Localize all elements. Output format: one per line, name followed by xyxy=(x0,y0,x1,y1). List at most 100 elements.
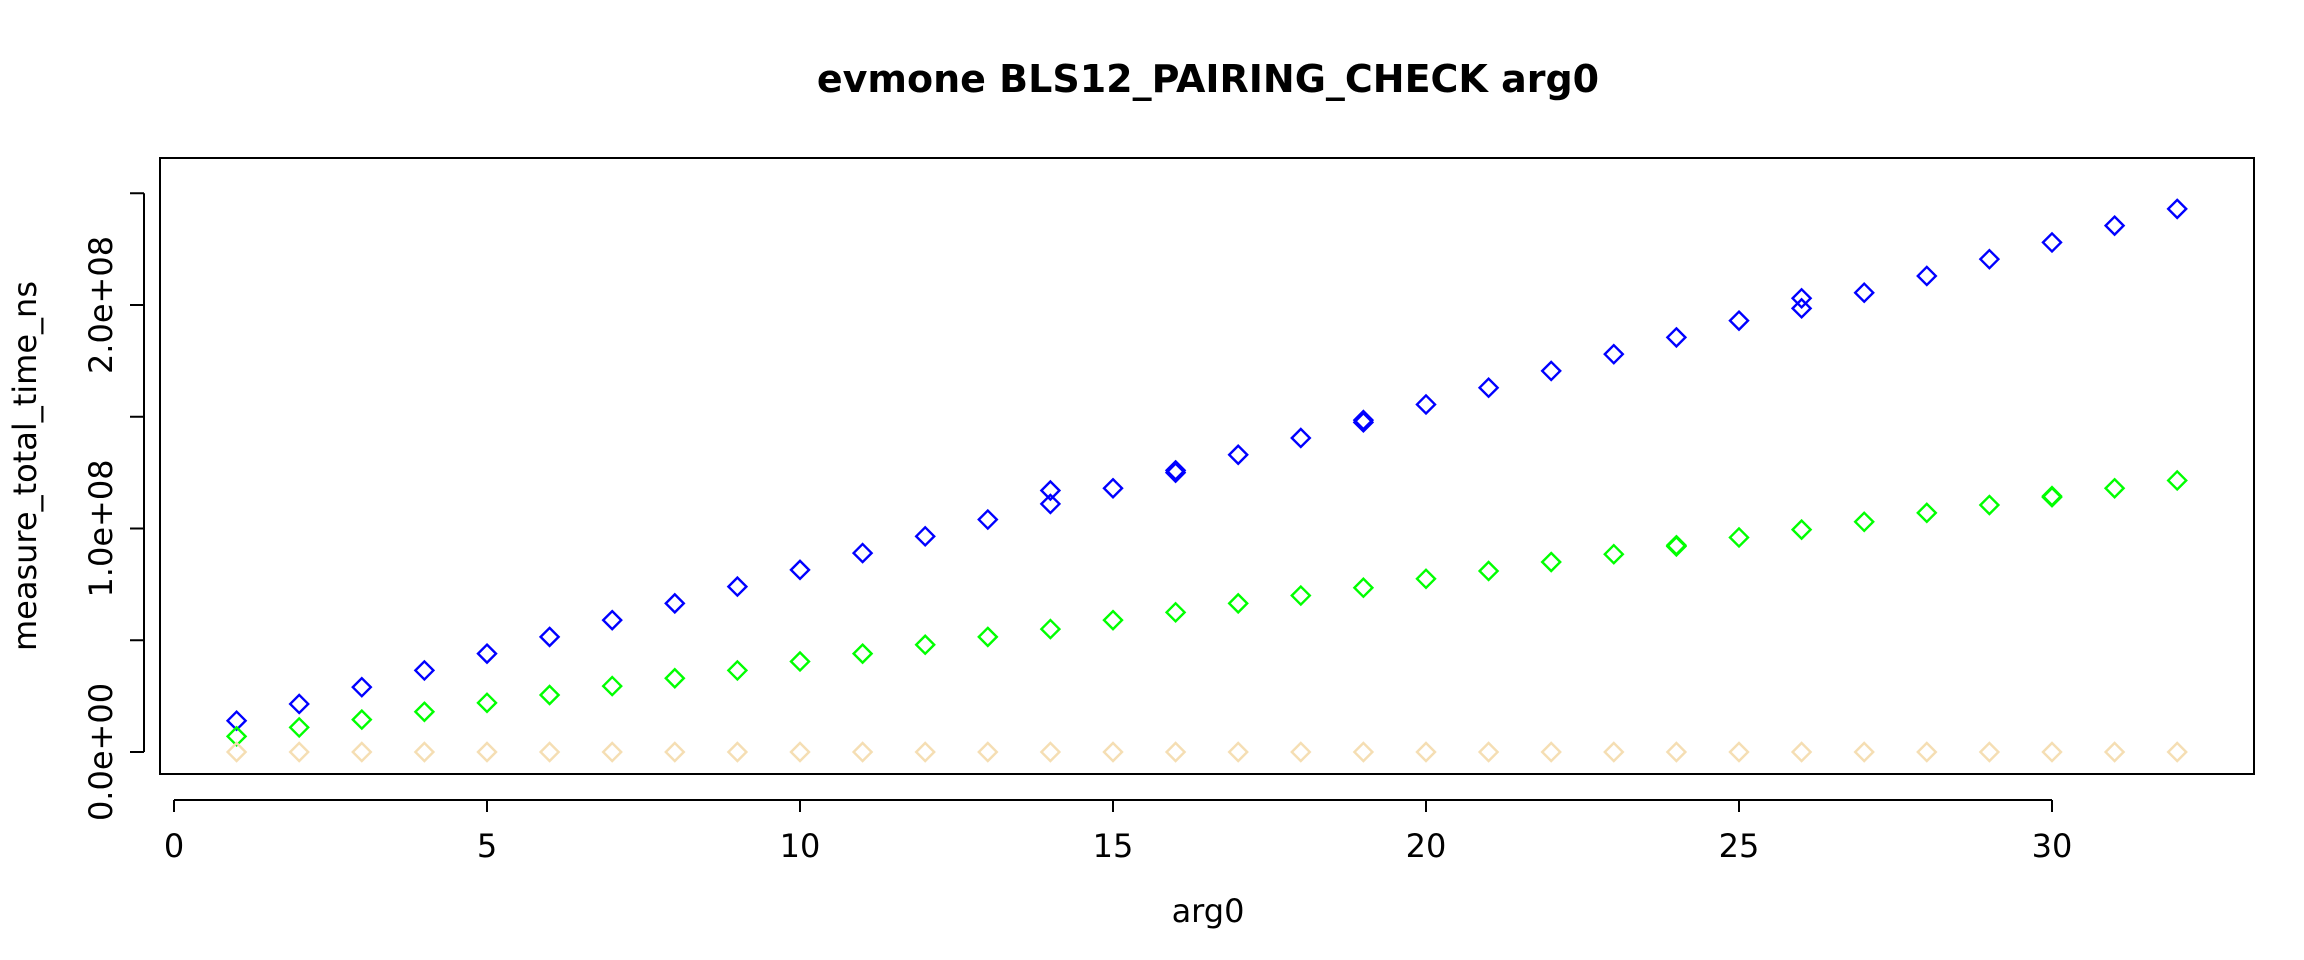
y-tick-label: 0.0e+00 xyxy=(82,683,120,821)
data-point xyxy=(2041,485,2063,507)
data-point xyxy=(538,626,561,648)
data-point xyxy=(851,642,874,665)
data-point xyxy=(1164,601,1187,624)
data-point xyxy=(1477,376,1500,399)
data-point xyxy=(351,676,373,698)
data-point xyxy=(914,525,936,548)
data-point xyxy=(1853,741,1875,763)
data-point xyxy=(1352,741,1375,763)
y-tick-label: 1.0e+08 xyxy=(82,459,120,597)
data-point xyxy=(1665,534,1688,556)
data-point xyxy=(2166,198,2188,220)
data-point xyxy=(1540,551,1562,573)
data-point xyxy=(1039,618,1062,640)
data-point xyxy=(1540,360,1562,382)
data-points xyxy=(225,198,2188,763)
data-point xyxy=(1540,741,1562,763)
x-tick-label: 10 xyxy=(780,827,821,865)
data-point xyxy=(726,575,749,598)
data-point xyxy=(288,693,310,715)
data-point xyxy=(1728,741,1750,763)
data-point xyxy=(1728,309,1750,332)
data-point xyxy=(288,741,310,763)
data-point xyxy=(288,716,310,739)
data-point xyxy=(1790,297,1813,320)
x-axis-label: arg0 xyxy=(1172,892,1245,930)
x-tick-label: 15 xyxy=(1093,827,1134,865)
data-point xyxy=(914,741,936,763)
data-point xyxy=(413,659,436,682)
data-point xyxy=(914,634,936,656)
data-point xyxy=(2103,477,2126,499)
data-point xyxy=(1102,741,1124,763)
data-point xyxy=(977,741,999,763)
data-point xyxy=(2041,741,2063,763)
data-point xyxy=(601,609,623,631)
x-tick-label: 25 xyxy=(1719,827,1760,865)
plot-frame xyxy=(159,157,2255,775)
x-tick-label: 0 xyxy=(164,827,184,865)
data-point xyxy=(225,710,248,732)
data-point xyxy=(538,684,561,706)
data-point xyxy=(1164,459,1187,482)
data-point xyxy=(476,741,498,763)
data-point xyxy=(1290,427,1312,449)
data-point xyxy=(1102,609,1124,631)
data-point xyxy=(789,741,811,763)
data-point xyxy=(1916,741,1938,763)
data-point xyxy=(1853,511,1875,533)
data-point xyxy=(351,708,373,731)
data-point xyxy=(1290,584,1312,607)
data-point xyxy=(1665,741,1688,763)
data-point xyxy=(2103,741,2126,763)
data-point xyxy=(1039,479,1062,502)
y-axis-label: measure_total_time_ns xyxy=(6,281,44,651)
x-tick-label: 30 xyxy=(2032,827,2073,865)
data-point xyxy=(413,701,436,723)
x-axis: 0 5 10 15 20 25 30 xyxy=(164,799,2073,865)
x-tick-label: 20 xyxy=(1406,827,1447,865)
data-point xyxy=(1916,265,1938,287)
data-point xyxy=(2166,741,2188,763)
data-point xyxy=(1352,409,1375,431)
data-point xyxy=(601,741,623,763)
data-point xyxy=(1477,560,1500,582)
data-point xyxy=(1415,393,1437,416)
data-point xyxy=(1603,741,1625,763)
data-point xyxy=(726,741,749,763)
data-point xyxy=(601,675,623,697)
data-point xyxy=(789,559,811,581)
data-point xyxy=(1603,343,1625,365)
data-point xyxy=(1978,741,2001,763)
data-point xyxy=(351,741,373,763)
data-point xyxy=(1415,741,1437,763)
data-point xyxy=(1728,526,1750,549)
data-point xyxy=(1227,444,1249,466)
series-3 xyxy=(225,741,2188,763)
data-point xyxy=(851,542,874,564)
data-point xyxy=(1853,282,1875,304)
data-point xyxy=(1477,741,1500,763)
data-point xyxy=(225,725,248,748)
data-point xyxy=(977,626,999,648)
data-point xyxy=(1039,493,1062,515)
data-point xyxy=(1790,287,1813,309)
data-point xyxy=(1978,494,2001,516)
data-point xyxy=(2041,231,2063,254)
data-point xyxy=(1164,741,1187,763)
series-1 xyxy=(225,198,2188,732)
data-point xyxy=(476,642,498,665)
data-point xyxy=(664,741,686,763)
data-point xyxy=(1415,568,1437,590)
data-point xyxy=(1352,411,1375,434)
data-point xyxy=(789,650,811,673)
data-point xyxy=(1352,577,1375,599)
chart-title: evmone BLS12_PAIRING_CHECK arg0 xyxy=(817,57,1599,101)
y-tick-label: 2.0e+08 xyxy=(82,236,120,374)
data-point xyxy=(538,741,561,763)
data-point xyxy=(977,508,999,531)
y-axis: 0.0e+00 1.0e+08 2.0e+08 xyxy=(82,192,145,821)
data-point xyxy=(476,692,498,714)
